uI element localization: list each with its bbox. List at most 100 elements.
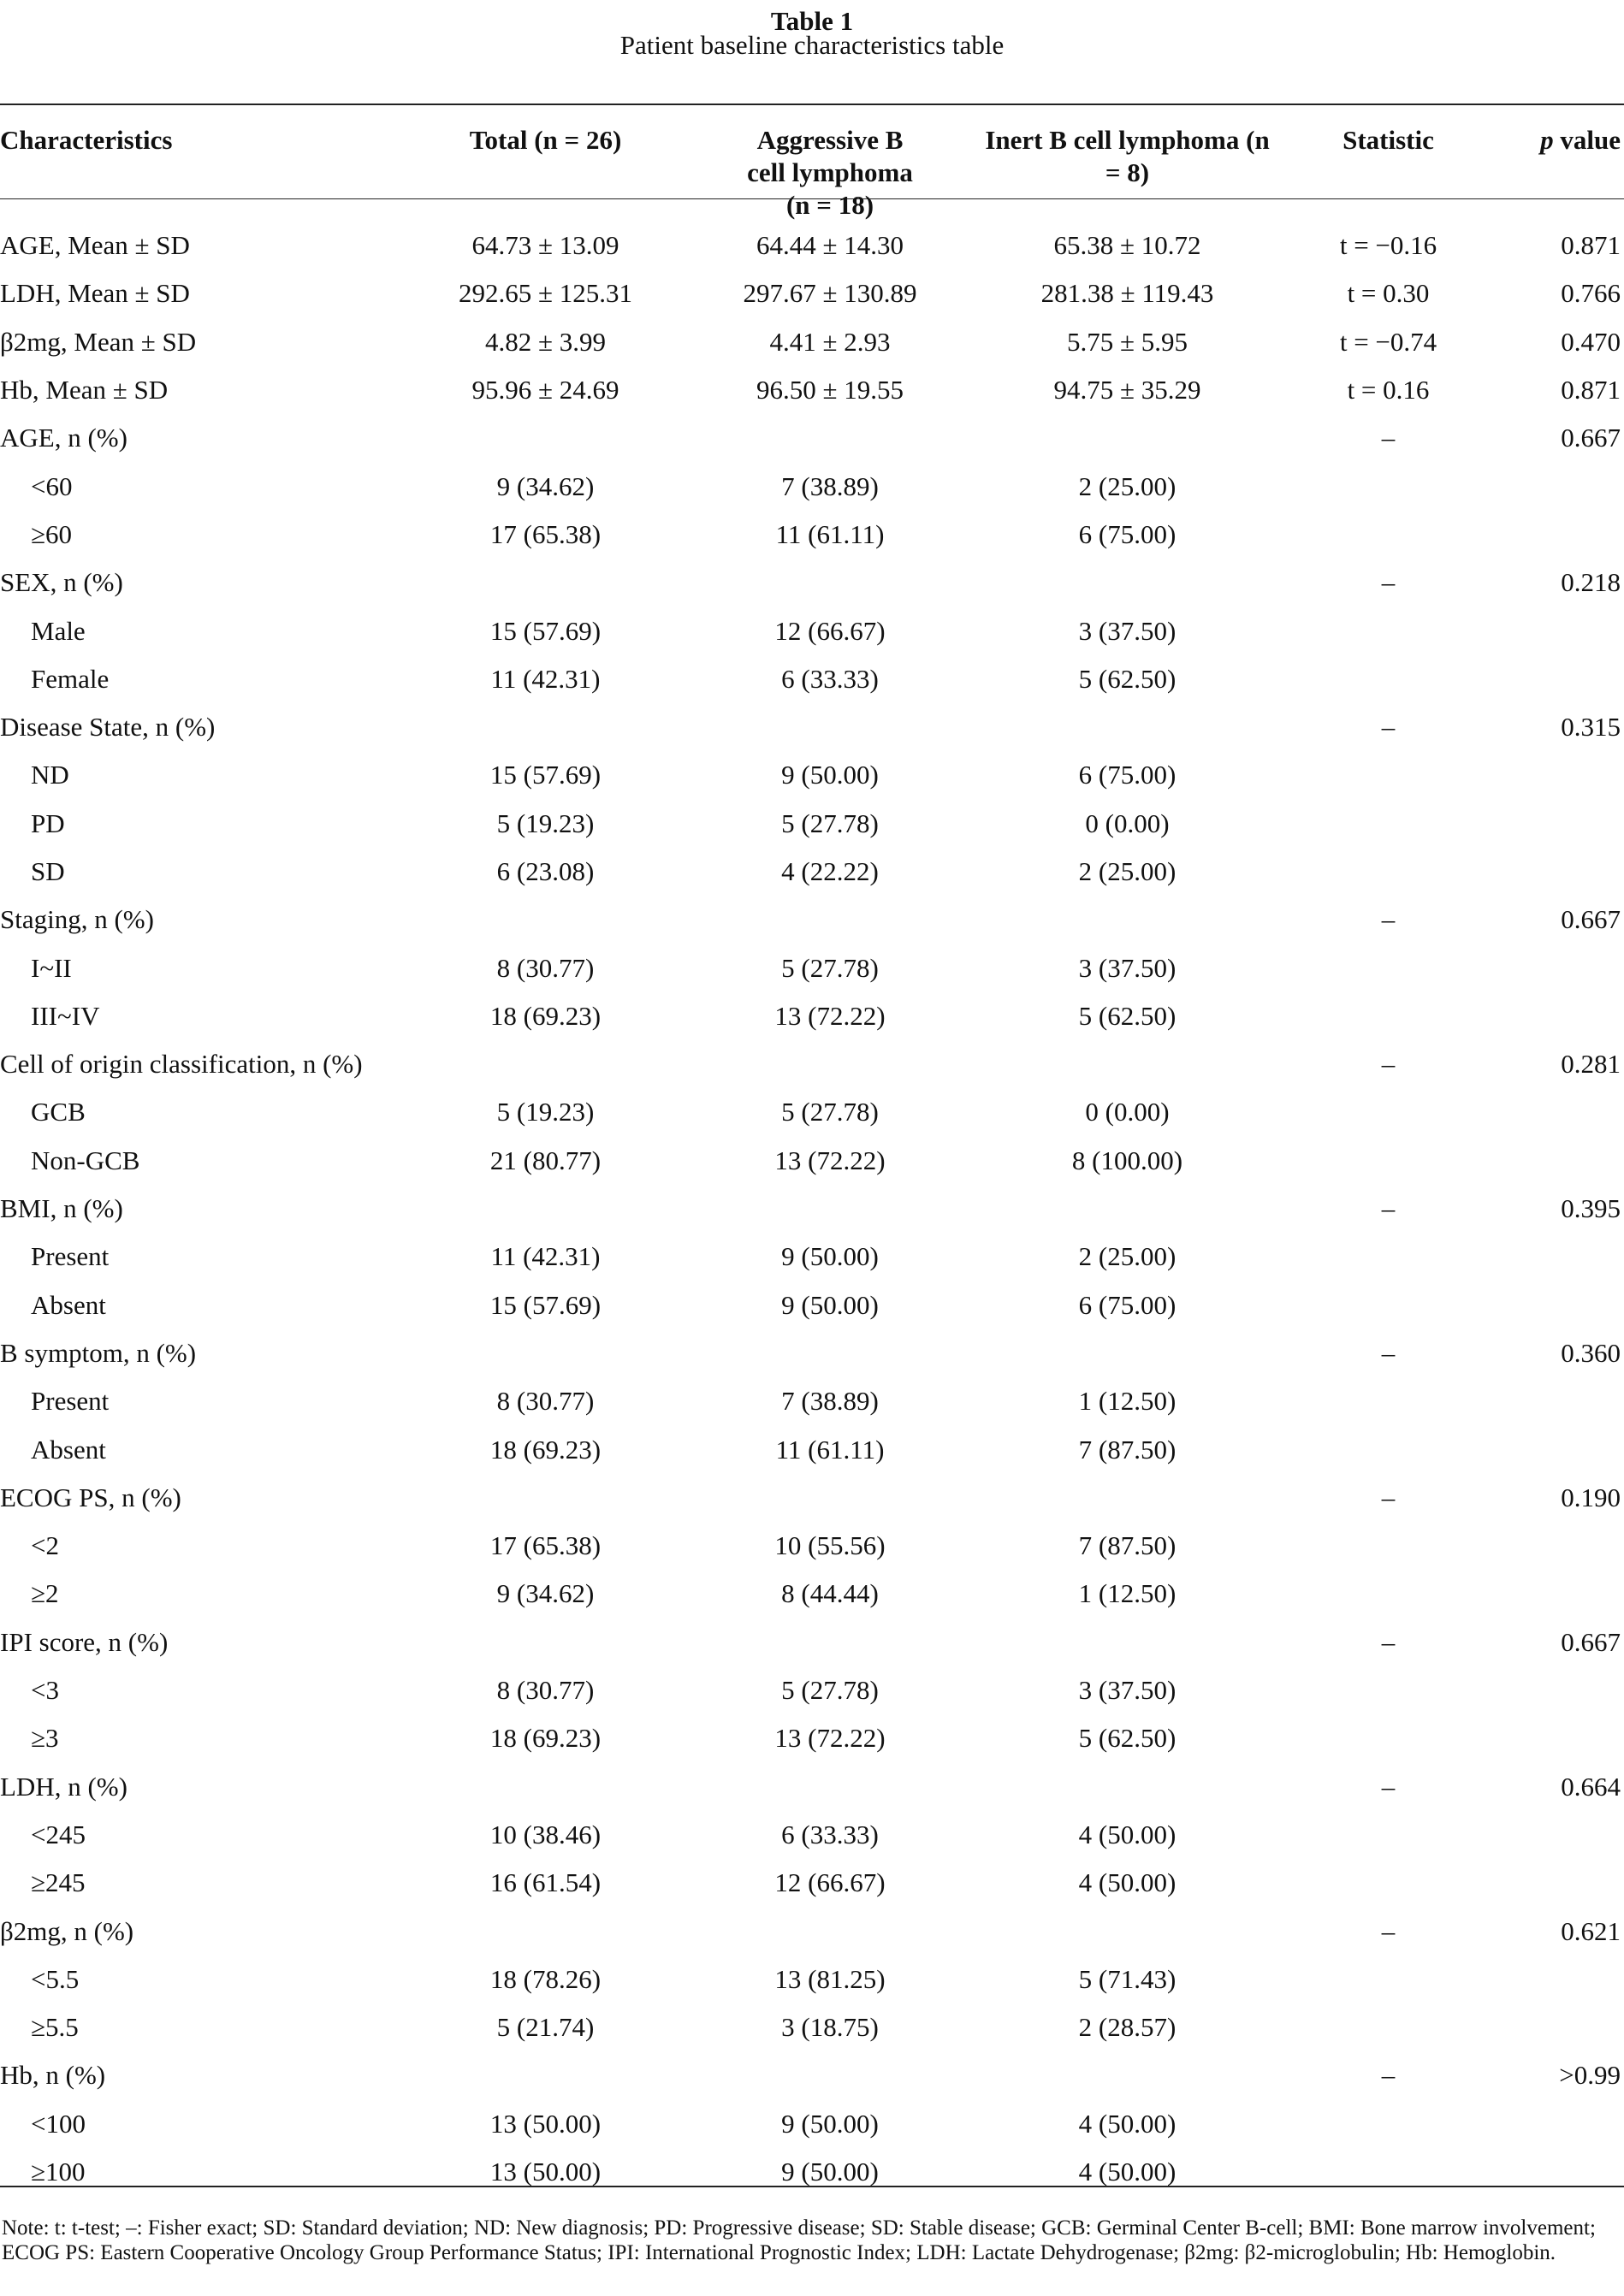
header-total: Total (n = 26): [469, 125, 622, 155]
cell-aggressive: 11 (61.11): [775, 1434, 885, 1465]
table-row: III~IV 18 (69.23) 13 (72.22) 5 (62.50): [0, 992, 1624, 1040]
cell-p-value: 0.871: [1561, 375, 1621, 405]
row-label: <100: [31, 2108, 86, 2139]
cell-p-value: 0.871: [1561, 230, 1621, 261]
cell-aggressive: 10 (55.56): [774, 1530, 886, 1561]
cell-inert: [958, 414, 1296, 462]
row-label: AGE, Mean ± SD: [0, 230, 190, 261]
cell-total: 8 (30.77): [496, 1675, 595, 1706]
cell-total: [389, 1474, 702, 1522]
cell-statistic: –: [1381, 1337, 1396, 1368]
row-label: β2mg, n (%): [0, 1915, 134, 1946]
cell-total: [389, 1907, 702, 1955]
table-row: <5.5 18 (78.26) 13 (81.25) 5 (71.43): [0, 1956, 1624, 2003]
cell-p-value: [1480, 751, 1624, 799]
cell-aggressive: [702, 896, 958, 944]
cell-inert: 0 (0.00): [1085, 808, 1170, 838]
cell-p-value: [1480, 848, 1624, 896]
table-row: Hb, n (%) – >0.99: [0, 2051, 1624, 2099]
cell-inert: [958, 703, 1296, 751]
cell-inert: 1 (12.50): [1078, 1386, 1177, 1417]
cell-p-value: [1480, 2100, 1624, 2148]
table-row: ≥3 18 (69.23) 13 (72.22) 5 (62.50): [0, 1714, 1624, 1762]
cell-statistic: [1296, 1859, 1480, 1907]
cell-total: 95.96 ± 24.69: [471, 375, 619, 405]
cell-statistic: [1296, 944, 1480, 991]
cell-p-value: 0.395: [1561, 1193, 1621, 1224]
row-label: ≥2: [31, 1578, 59, 1609]
cell-statistic: –: [1381, 904, 1396, 935]
table-row: β2mg, Mean ± SD 4.82 ± 3.99 4.41 ± 2.93 5.7…: [0, 318, 1624, 366]
table-row: SD 6 (23.08) 4 (22.22) 2 (25.00): [0, 848, 1624, 896]
row-label: Disease State, n (%): [0, 712, 216, 743]
row-label: IPI score, n (%): [0, 1626, 169, 1657]
table-row: Hb, Mean ± SD 95.96 ± 24.69 96.50 ± 19.55 9…: [0, 366, 1624, 414]
cell-p-value: [1480, 655, 1624, 703]
cell-inert: 65.38 ± 10.72: [1053, 230, 1201, 261]
cell-total: 8 (30.77): [496, 1386, 595, 1417]
cell-p-value: [1480, 1666, 1624, 1714]
cell-total: 292.65 ± 125.31: [458, 278, 632, 309]
row-label: III~IV: [31, 1000, 100, 1031]
row-label: <5.5: [31, 1963, 80, 1994]
cell-aggressive: 6 (33.33): [781, 663, 879, 694]
table-row: ECOG PS, n (%) – 0.190: [0, 1474, 1624, 1522]
cell-total: [389, 1763, 702, 1811]
cell-total: [389, 2051, 702, 2099]
cell-aggressive: 13 (72.22): [774, 1723, 886, 1754]
cell-inert: 6 (75.00): [1078, 760, 1177, 790]
cell-p-value: [1480, 462, 1624, 510]
cell-aggressive: 13 (72.22): [774, 1000, 886, 1031]
cell-total: 11 (42.31): [490, 1241, 601, 1272]
cell-aggressive: 9 (50.00): [781, 2108, 879, 2139]
cell-inert: 4 (50.00): [1078, 2108, 1177, 2139]
cell-inert: 3 (37.50): [1078, 615, 1177, 646]
cell-aggressive: 4.41 ± 2.93: [769, 326, 891, 357]
row-label: <2: [31, 1530, 59, 1561]
cell-inert: 4 (50.00): [1078, 2157, 1177, 2187]
cell-statistic: –: [1381, 2060, 1396, 2091]
cell-aggressive: 64.44 ± 14.30: [756, 230, 904, 261]
cell-inert: 2 (28.57): [1078, 2012, 1177, 2043]
cell-total: 9 (34.62): [496, 470, 595, 501]
row-label: Present: [31, 1386, 110, 1417]
row-label: ≥245: [31, 1867, 86, 1898]
cell-total: 4.82 ± 3.99: [484, 326, 606, 357]
header-rule: [0, 198, 1624, 199]
cell-total: 17 (65.38): [489, 1530, 602, 1561]
cell-total: 15 (57.69): [489, 760, 602, 790]
cell-statistic: [1296, 1377, 1480, 1425]
cell-total: 21 (80.77): [489, 1145, 602, 1175]
table-row: <60 9 (34.62) 7 (38.89) 2 (25.00): [0, 462, 1624, 510]
cell-p-value: 0.360: [1561, 1337, 1621, 1368]
table-row: Absent 15 (57.69) 9 (50.00) 6 (75.00): [0, 1281, 1624, 1329]
cell-inert: 4 (50.00): [1078, 1867, 1177, 1898]
cell-inert: [958, 1329, 1296, 1377]
header-p-value: p value: [1540, 125, 1621, 155]
cell-total: 5 (19.23): [496, 1097, 595, 1127]
table-row: I~II 8 (30.77) 5 (27.78) 3 (37.50): [0, 944, 1624, 991]
cell-p-value: [1480, 1570, 1624, 1618]
table-row: ND 15 (57.69) 9 (50.00) 6 (75.00): [0, 751, 1624, 799]
table-number: Table 1: [770, 6, 854, 36]
cell-p-value: [1480, 1377, 1624, 1425]
cell-p-value: 0.470: [1561, 326, 1621, 357]
cell-p-value: 0.766: [1561, 278, 1621, 309]
cell-statistic: [1296, 2003, 1480, 2051]
cell-aggressive: [702, 1763, 958, 1811]
cell-inert: 7 (87.50): [1078, 1530, 1177, 1561]
cell-total: [389, 703, 702, 751]
row-label: B symptom, n (%): [0, 1337, 197, 1368]
table-row: Disease State, n (%) – 0.315: [0, 703, 1624, 751]
row-label: SEX, n (%): [0, 567, 123, 598]
cell-total: 11 (42.31): [490, 663, 601, 694]
cell-inert: 94.75 ± 35.29: [1053, 375, 1201, 405]
cell-aggressive: 8 (44.44): [781, 1578, 879, 1609]
cell-statistic: –: [1381, 1482, 1396, 1512]
cell-aggressive: 5 (27.78): [781, 808, 879, 838]
cell-total: 8 (30.77): [496, 952, 595, 983]
table-row: PD 5 (19.23) 5 (27.78) 0 (0.00): [0, 800, 1624, 848]
cell-p-value: [1480, 607, 1624, 654]
table-row: Male 15 (57.69) 12 (66.67) 3 (37.50): [0, 607, 1624, 654]
cell-statistic: [1296, 2100, 1480, 2148]
